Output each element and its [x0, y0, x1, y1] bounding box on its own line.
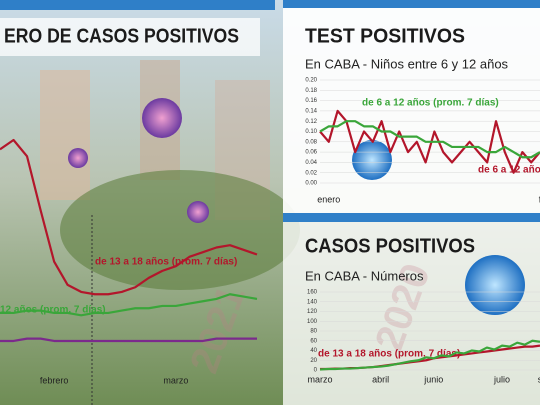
- series-label: 12 años (prom. 7 días): [0, 305, 106, 316]
- x-tick-label: f: [539, 194, 540, 204]
- y-tick-label: 0.12: [305, 119, 317, 125]
- y-tick-label: 120: [307, 309, 318, 315]
- y-tick-label: 40: [310, 348, 317, 354]
- y-tick-label: 0.06: [305, 150, 317, 156]
- y-tick-label: 0.08: [305, 139, 317, 145]
- chart-subtitle: En CABA - Niños entre 6 y 12 años: [305, 56, 509, 71]
- y-tick-label: 20: [310, 358, 317, 364]
- y-tick-label: 0.10: [305, 129, 317, 135]
- series-line: [319, 120, 540, 159]
- virus-icon: [187, 201, 209, 223]
- y-tick-label: 80: [310, 329, 317, 335]
- y-tick-label: 60: [310, 338, 317, 344]
- x-tick-label: junio: [423, 374, 443, 384]
- series-label: de 6 a 12 años: [478, 165, 540, 176]
- x-tick-label: marzo: [163, 375, 188, 385]
- virus-icon: [68, 148, 88, 168]
- building: [40, 70, 90, 200]
- series-line: [319, 339, 540, 371]
- y-tick-label: 0.20: [305, 78, 317, 84]
- series-line: [0, 293, 258, 317]
- chart-title: ERO DE CASOS POSITIVOS: [4, 25, 239, 47]
- x-tick-label: febrero: [40, 375, 69, 385]
- y-tick-label: 0.02: [305, 170, 317, 176]
- y-tick-label: 140: [307, 299, 318, 305]
- top-bar: [0, 0, 275, 10]
- x-tick-label: enero: [317, 194, 340, 204]
- top-bar: [283, 0, 540, 8]
- virus-icon: [352, 140, 392, 180]
- y-tick-label: 0.04: [305, 160, 317, 166]
- series-label: de 13 a 18 años (prom. 7 días): [95, 257, 237, 268]
- panel: [283, 8, 540, 213]
- series-line: [0, 337, 257, 343]
- y-tick-label: 0.00: [305, 181, 317, 187]
- chart-title: CASOS POSITIVOS: [305, 235, 475, 257]
- x-tick-label: marzo: [307, 374, 332, 384]
- x-tick-label: julio: [493, 374, 510, 384]
- y-tick-label: 100: [307, 319, 318, 325]
- top-bar: [283, 213, 540, 222]
- chart-subtitle: En CABA - Números: [305, 268, 424, 283]
- y-tick-label: 0.16: [305, 98, 317, 104]
- series-line: [0, 138, 258, 296]
- virus-icon: [465, 255, 525, 315]
- y-tick-label: 0.14: [305, 108, 317, 114]
- x-tick-label: s: [538, 374, 540, 384]
- trees: [60, 170, 300, 290]
- series-label: de 6 a 12 años (prom. 7 días): [362, 98, 499, 109]
- x-tick-label: abril: [372, 374, 389, 384]
- y-tick-label: 0.18: [305, 88, 317, 94]
- virus-icon: [142, 98, 182, 138]
- chart-title: TEST POSITIVOS: [305, 25, 465, 47]
- y-tick-label: 0: [314, 368, 318, 374]
- y-tick-label: 160: [307, 290, 318, 296]
- title-band: [0, 18, 260, 56]
- series-label: de 13 a 18 años (prom. 7 días): [318, 349, 460, 360]
